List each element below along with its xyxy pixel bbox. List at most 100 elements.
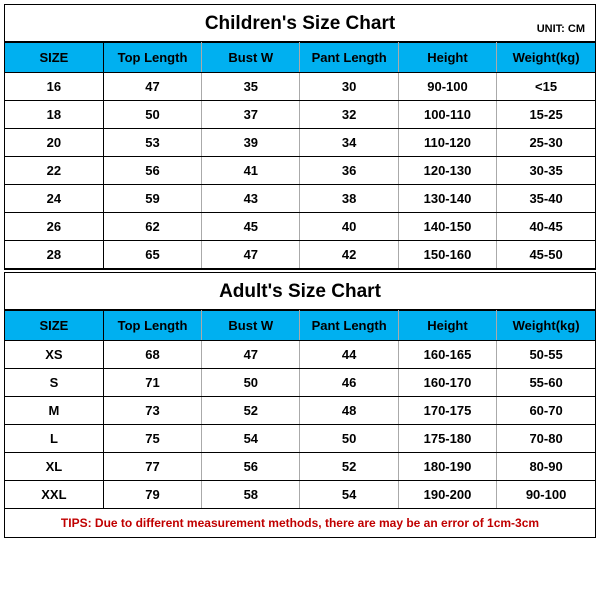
- table-cell: 73: [103, 397, 201, 425]
- table-cell: 41: [202, 157, 300, 185]
- table-cell: 130-140: [398, 185, 496, 213]
- table-cell: 43: [202, 185, 300, 213]
- table-cell: L: [5, 425, 103, 453]
- table-cell: 22: [5, 157, 103, 185]
- table-cell: 50: [300, 425, 398, 453]
- column-header: Weight(kg): [497, 43, 595, 73]
- children-title-row: Children's Size Chart UNIT: CM: [5, 5, 595, 42]
- unit-label: UNIT: CM: [537, 23, 585, 35]
- table-cell: 28: [5, 241, 103, 269]
- table-cell: 39: [202, 129, 300, 157]
- adult-body: XS684744160-16550-55S715046160-17055-60M…: [5, 341, 595, 509]
- table-cell: 40-45: [497, 213, 595, 241]
- table-cell: 47: [202, 241, 300, 269]
- adult-size-chart: Adult's Size Chart SIZETop LengthBust WP…: [4, 272, 596, 538]
- children-table: SIZETop LengthBust WPant LengthHeightWei…: [5, 42, 595, 269]
- table-cell: M: [5, 397, 103, 425]
- table-cell: 80-90: [497, 453, 595, 481]
- table-cell: 50: [103, 101, 201, 129]
- table-row: 24594338130-14035-40: [5, 185, 595, 213]
- table-cell: 42: [300, 241, 398, 269]
- table-cell: 34: [300, 129, 398, 157]
- table-cell: 100-110: [398, 101, 496, 129]
- children-body: 1647353090-100<1518503732100-11015-25205…: [5, 73, 595, 269]
- table-cell: 50-55: [497, 341, 595, 369]
- table-cell: 46: [300, 369, 398, 397]
- table-cell: 65: [103, 241, 201, 269]
- table-row: 1647353090-100<15: [5, 73, 595, 101]
- table-row: XL775652180-19080-90: [5, 453, 595, 481]
- table-cell: 175-180: [398, 425, 496, 453]
- table-cell: 77: [103, 453, 201, 481]
- adult-title: Adult's Size Chart: [219, 281, 381, 302]
- table-cell: 45: [202, 213, 300, 241]
- table-cell: 160-165: [398, 341, 496, 369]
- table-cell: 190-200: [398, 481, 496, 509]
- table-row: XXL795854190-20090-100: [5, 481, 595, 509]
- table-cell: 18: [5, 101, 103, 129]
- table-cell: 54: [300, 481, 398, 509]
- table-cell: 30-35: [497, 157, 595, 185]
- table-row: XS684744160-16550-55: [5, 341, 595, 369]
- table-cell: 47: [202, 341, 300, 369]
- table-row: L755450175-18070-80: [5, 425, 595, 453]
- table-cell: 53: [103, 129, 201, 157]
- table-cell: 59: [103, 185, 201, 213]
- table-cell: 60-70: [497, 397, 595, 425]
- adult-header-row: SIZETop LengthBust WPant LengthHeightWei…: [5, 311, 595, 341]
- table-row: M735248170-17560-70: [5, 397, 595, 425]
- table-cell: 62: [103, 213, 201, 241]
- column-header: Weight(kg): [497, 311, 595, 341]
- table-cell: 44: [300, 341, 398, 369]
- table-cell: 40: [300, 213, 398, 241]
- column-header: Top Length: [103, 311, 201, 341]
- column-header: Height: [398, 43, 496, 73]
- column-header: SIZE: [5, 43, 103, 73]
- table-cell: 52: [300, 453, 398, 481]
- table-cell: 110-120: [398, 129, 496, 157]
- table-cell: 56: [103, 157, 201, 185]
- table-cell: 52: [202, 397, 300, 425]
- table-cell: XS: [5, 341, 103, 369]
- table-cell: 160-170: [398, 369, 496, 397]
- column-header: Height: [398, 311, 496, 341]
- table-cell: 150-160: [398, 241, 496, 269]
- children-title: Children's Size Chart: [205, 13, 395, 34]
- table-cell: 15-25: [497, 101, 595, 129]
- table-cell: 120-130: [398, 157, 496, 185]
- table-row: 28654742150-16045-50: [5, 241, 595, 269]
- children-size-chart: Children's Size Chart UNIT: CM SIZETop L…: [4, 4, 596, 270]
- table-cell: 35: [202, 73, 300, 101]
- table-cell: 25-30: [497, 129, 595, 157]
- table-cell: 140-150: [398, 213, 496, 241]
- table-cell: 70-80: [497, 425, 595, 453]
- column-header: Pant Length: [300, 43, 398, 73]
- table-cell: 37: [202, 101, 300, 129]
- column-header: Pant Length: [300, 311, 398, 341]
- tips-note: TIPS: Due to different measurement metho…: [5, 509, 595, 537]
- column-header: Top Length: [103, 43, 201, 73]
- table-cell: 16: [5, 73, 103, 101]
- adult-table: SIZETop LengthBust WPant LengthHeightWei…: [5, 310, 595, 509]
- table-cell: XXL: [5, 481, 103, 509]
- column-header: Bust W: [202, 311, 300, 341]
- table-row: 22564136120-13030-35: [5, 157, 595, 185]
- table-cell: 90-100: [398, 73, 496, 101]
- table-cell: 48: [300, 397, 398, 425]
- table-cell: 79: [103, 481, 201, 509]
- table-cell: 36: [300, 157, 398, 185]
- table-cell: S: [5, 369, 103, 397]
- column-header: SIZE: [5, 311, 103, 341]
- table-cell: XL: [5, 453, 103, 481]
- table-cell: 50: [202, 369, 300, 397]
- table-cell: 38: [300, 185, 398, 213]
- table-cell: 54: [202, 425, 300, 453]
- table-row: 26624540140-15040-45: [5, 213, 595, 241]
- table-cell: <15: [497, 73, 595, 101]
- table-cell: 170-175: [398, 397, 496, 425]
- table-cell: 75: [103, 425, 201, 453]
- table-cell: 20: [5, 129, 103, 157]
- table-cell: 47: [103, 73, 201, 101]
- table-cell: 35-40: [497, 185, 595, 213]
- table-cell: 68: [103, 341, 201, 369]
